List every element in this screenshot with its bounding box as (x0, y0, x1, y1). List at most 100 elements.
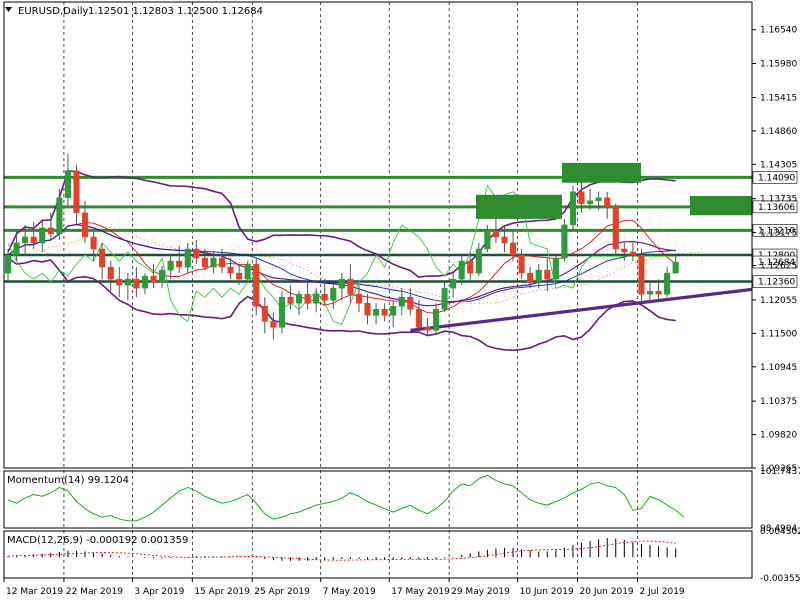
x-tick-label: 12 Mar 2019 (6, 587, 63, 597)
candle-body (338, 278, 345, 289)
level-tag (752, 275, 798, 288)
y-tick-label: 1.14860 (760, 127, 797, 137)
momentum-tick-label: 98.4904 (760, 524, 797, 534)
candle-body (509, 242, 517, 256)
candle-body (612, 206, 619, 250)
candle-body (484, 230, 491, 250)
level-tag (752, 224, 798, 237)
bollinger-upper-line (7, 169, 676, 279)
candle-body (270, 321, 277, 328)
level-tag (752, 171, 798, 184)
y-tick-label: 1.12625 (760, 262, 797, 272)
candle-body (244, 263, 251, 280)
candle-body (116, 278, 123, 286)
candle-body (672, 262, 679, 274)
level-label: 1.13210 (758, 226, 795, 236)
candle-body (176, 260, 183, 268)
macd-layer: 0.004502 -0.003557 (7, 527, 800, 584)
candle-body (90, 236, 97, 250)
x-tick-label: 2 Jul 2019 (639, 587, 684, 597)
candle-body (81, 212, 89, 238)
momentum-line (7, 474, 685, 522)
zone-box (476, 194, 562, 219)
candle-body (646, 290, 654, 295)
candle-body (159, 269, 166, 283)
y-tick-label: 1.16540 (760, 26, 797, 36)
x-tick-label: 3 Apr 2019 (134, 587, 184, 597)
axis-layer: 12 Mar 2019 22 Mar 2019 3 Apr 2019 15 Apr 2… (3, 1, 797, 597)
candle-body (184, 248, 191, 268)
bollinger-lower-line (7, 257, 676, 352)
y-tick-label: 1.13735 (760, 195, 797, 205)
y-tick-label: 1.15980 (760, 59, 797, 69)
x-tick-label: 15 Apr 2019 (194, 587, 250, 597)
candle-body (253, 263, 260, 307)
x-tick-label: 10 Jun 2019 (520, 587, 574, 597)
candle-body (578, 191, 585, 205)
candle-body (587, 200, 594, 205)
y-tick-label: 1.14305 (760, 160, 797, 170)
candle-body (330, 287, 337, 301)
candle-body (141, 275, 149, 289)
dropdown-triangle-icon[interactable] (5, 7, 12, 12)
candle-body (501, 236, 508, 244)
macd-signal-line (7, 540, 676, 561)
momentum-layer: 101.7437 98.4904 (7, 467, 800, 534)
candle-body (518, 254, 525, 274)
candle-body (47, 227, 54, 235)
macd-label: MACD(12,26,9) -0.000192 0.001359 (7, 535, 188, 546)
candle-body (398, 296, 405, 307)
candle-body (201, 257, 208, 268)
chikou-line (7, 184, 676, 325)
candle-body (441, 287, 448, 310)
candle-body (424, 327, 431, 331)
candle-body (313, 293, 320, 304)
candle-body (321, 293, 328, 301)
y-tick-label: 1.15415 (760, 93, 797, 103)
candle-body (373, 309, 380, 316)
candle-body (22, 236, 29, 244)
momentum-pane-border (3, 470, 753, 529)
candle-body (544, 269, 551, 280)
candle-body (73, 170, 80, 214)
candle-body (604, 197, 611, 208)
x-tick-label: 25 Apr 2019 (254, 587, 310, 597)
candle-body (261, 305, 268, 322)
ohlc-label: 1.12501 1.12803 1.12500 1.12684 (88, 6, 263, 17)
candle-body (595, 197, 602, 202)
momentum-tick-label: 101.7437 (760, 467, 800, 477)
level-label: 1.14090 (758, 173, 795, 183)
level-tag (752, 200, 798, 214)
candle-body (295, 293, 303, 304)
x-tick-label: 29 May 2019 (451, 587, 510, 597)
macd-tick-label: -0.003557 (760, 574, 800, 584)
candle-body (638, 254, 645, 295)
candle-body (355, 293, 363, 304)
candle-body (381, 309, 388, 316)
y-tick-label: 1.10945 (760, 363, 797, 373)
candle-body (167, 260, 174, 271)
candle-body (364, 302, 371, 316)
candle-body (664, 272, 671, 295)
candle-body (133, 278, 140, 289)
candle-body (552, 257, 559, 280)
candle-body (492, 230, 499, 238)
candle-body (390, 305, 397, 316)
macd-pane-border (3, 530, 753, 579)
momentum-label: Momentum(14) 99.1204 (7, 475, 129, 486)
zone-box (562, 162, 641, 183)
candle-body (236, 272, 243, 280)
macd-tick-label: 0.004502 (760, 527, 800, 537)
candle-body (210, 257, 217, 268)
y-tick-label: 1.11500 (760, 329, 797, 339)
candle-body (629, 251, 636, 256)
level-label: 1.13606 (758, 203, 795, 213)
candle-body (535, 269, 542, 283)
main-pane-border (3, 1, 753, 469)
candle-body (278, 296, 285, 328)
candle-body (569, 191, 577, 226)
x-tick-label: 7 May 2019 (323, 587, 376, 597)
level-label: 1.12360 (758, 278, 795, 288)
